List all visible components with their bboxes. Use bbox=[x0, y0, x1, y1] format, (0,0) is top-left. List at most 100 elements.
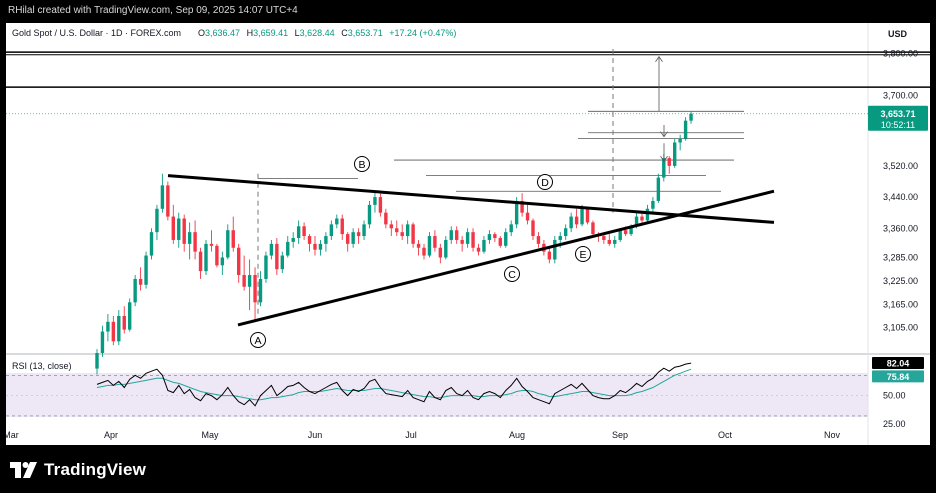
candle-body bbox=[378, 197, 383, 213]
candle-body bbox=[128, 302, 132, 330]
candle-body bbox=[160, 185, 165, 209]
candle-body bbox=[444, 239, 448, 258]
last-price-value: 3,653.71 bbox=[880, 109, 915, 119]
price-tick: 3,105.00 bbox=[883, 323, 918, 333]
candle-body bbox=[585, 208, 590, 223]
candle-body bbox=[645, 208, 650, 221]
candle bbox=[209, 230, 214, 252]
rsi-ma-value: 75.84 bbox=[887, 372, 910, 382]
candle bbox=[607, 234, 611, 246]
candle bbox=[384, 208, 388, 229]
candle bbox=[493, 232, 497, 242]
candles bbox=[95, 111, 693, 375]
candle-body bbox=[187, 232, 192, 244]
candle bbox=[400, 224, 404, 240]
candle bbox=[422, 243, 426, 260]
attribution-text: RHilal created with TradingView.com, Sep… bbox=[8, 5, 298, 16]
brand-name: TradingView bbox=[44, 460, 147, 479]
time-tick: Sep bbox=[612, 430, 628, 440]
candle-body bbox=[198, 251, 203, 272]
candle-body bbox=[367, 204, 372, 225]
candle-body bbox=[416, 243, 421, 248]
candle-body bbox=[340, 218, 344, 235]
candle-body bbox=[607, 239, 611, 244]
candle bbox=[231, 216, 235, 252]
candle bbox=[215, 243, 219, 268]
candle-body bbox=[329, 224, 334, 237]
candle-body bbox=[302, 226, 306, 237]
candle bbox=[356, 228, 361, 244]
candle bbox=[449, 226, 453, 244]
candle-body bbox=[634, 216, 639, 227]
candle bbox=[455, 226, 459, 244]
candle-body bbox=[117, 315, 121, 342]
candle bbox=[651, 197, 655, 213]
price-tick: 3,165.00 bbox=[883, 299, 918, 309]
tradingview-logo[interactable]: TradingView bbox=[10, 457, 146, 483]
candle-body bbox=[100, 331, 105, 353]
candle bbox=[591, 220, 595, 237]
candle bbox=[242, 255, 246, 291]
candle-body bbox=[395, 228, 399, 233]
candle-body bbox=[253, 275, 257, 303]
candle-body bbox=[95, 353, 99, 369]
candle-body bbox=[536, 236, 541, 244]
candle bbox=[198, 247, 203, 279]
candle-body bbox=[509, 224, 513, 233]
candle-body bbox=[482, 239, 486, 252]
candle bbox=[144, 251, 148, 289]
candle-body bbox=[242, 275, 246, 287]
wave-label: A bbox=[254, 335, 261, 347]
rsi-value: 82.04 bbox=[887, 359, 910, 369]
candle-body bbox=[209, 243, 214, 246]
candle bbox=[280, 251, 284, 274]
candle bbox=[509, 220, 513, 237]
candle-body bbox=[580, 208, 584, 225]
candle bbox=[264, 251, 268, 283]
candle-body bbox=[182, 218, 186, 244]
candle-body bbox=[493, 234, 497, 239]
candle bbox=[378, 193, 383, 217]
candle-body bbox=[553, 239, 557, 260]
candle bbox=[286, 236, 290, 258]
candle bbox=[547, 247, 552, 264]
candle bbox=[553, 236, 557, 264]
candle-body bbox=[433, 236, 437, 248]
rsi-value-tag bbox=[872, 357, 924, 370]
candle-body bbox=[171, 216, 175, 240]
candle bbox=[171, 204, 175, 244]
candle bbox=[149, 228, 154, 260]
candle bbox=[275, 238, 279, 276]
candle-body bbox=[520, 200, 524, 213]
rsi-tick-cut: 25.00 bbox=[883, 419, 906, 429]
candle bbox=[471, 228, 475, 252]
tradingview-mark-icon bbox=[10, 462, 37, 478]
time-tick: Jun bbox=[308, 430, 323, 440]
candle bbox=[362, 220, 366, 240]
time-tick: Jul bbox=[405, 430, 417, 440]
candle-body bbox=[237, 247, 241, 276]
candle-body bbox=[220, 257, 225, 266]
candle-body bbox=[689, 113, 693, 121]
candle-body bbox=[149, 232, 154, 256]
triangle-upper-line bbox=[167, 174, 775, 224]
price-tick: 3,700.00 bbox=[883, 91, 918, 101]
candle-body bbox=[411, 224, 415, 244]
candle-body bbox=[662, 158, 666, 178]
candle-body bbox=[455, 230, 459, 240]
candle-body bbox=[362, 224, 366, 237]
candle bbox=[204, 239, 208, 276]
candle bbox=[253, 267, 257, 322]
candle-body bbox=[564, 228, 568, 237]
candle bbox=[613, 236, 617, 248]
candle-body bbox=[400, 232, 404, 237]
price-tick-cut: 3,800.00 bbox=[883, 49, 918, 59]
candle bbox=[340, 214, 344, 240]
candle-body bbox=[106, 321, 110, 332]
candle-body bbox=[193, 232, 197, 252]
candle bbox=[258, 271, 263, 307]
rsi-tick: 50.00 bbox=[883, 391, 906, 401]
candle-body bbox=[602, 236, 606, 240]
